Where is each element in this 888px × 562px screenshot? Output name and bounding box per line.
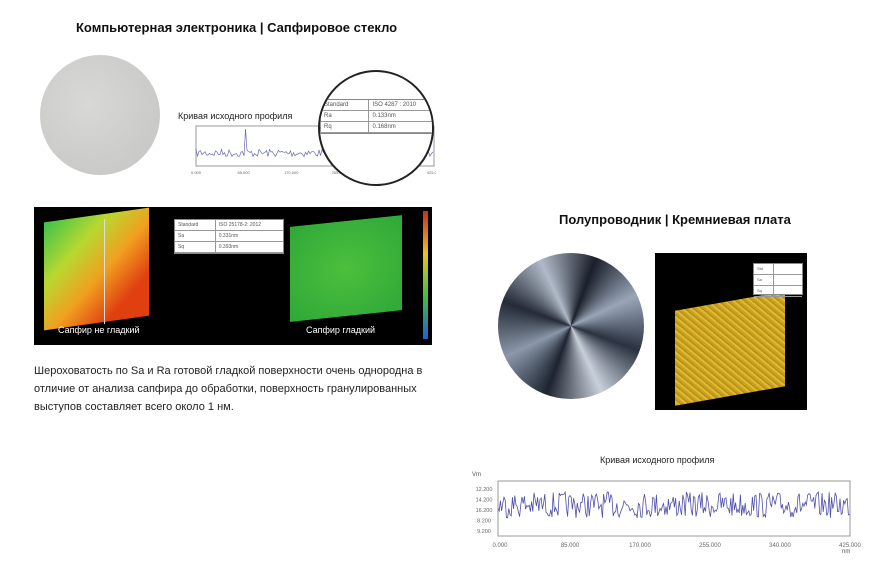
param-value: 0.133nm — [372, 113, 396, 119]
label-not-smooth: Сапфир не гладкий — [58, 325, 140, 335]
color-scale-bar — [423, 211, 428, 339]
scan-standard: ISO 25178-2: 2012 — [218, 222, 262, 228]
x-tick-label: 340.000 — [769, 543, 791, 549]
y-tick-label: 8.200 — [477, 519, 491, 525]
sapphire-wafer-image — [40, 55, 160, 175]
silicon-wafer-image — [498, 253, 644, 399]
x-tick-label: 85.000 — [561, 543, 580, 549]
silicon-profile-caption: Кривая исходного профиля — [600, 455, 715, 465]
param-value: 0.331nm — [218, 233, 239, 239]
magnifier-circle: Standard ISO 4287 : 2010 Ra 0.133nm Rq 0.16… — [318, 70, 434, 186]
description-text: Шероховатость по Sa и Ra готовой гладкой… — [34, 365, 423, 413]
x-tick-label: 0.000 — [492, 543, 508, 549]
label-smooth: Сапфир гладкий — [306, 325, 376, 335]
unpolished-surface-image — [44, 207, 149, 331]
param-value: 0.393nm — [218, 244, 239, 250]
x-tick-label: 425.000 — [427, 170, 436, 175]
magnifier-standard: ISO 4287 : 2010 — [372, 102, 417, 108]
magnifier-standard-label: Standard — [324, 100, 370, 110]
profile-caption: Кривая исходного профиля — [178, 111, 293, 121]
silicon-surface-image — [675, 291, 785, 406]
param-name: Sq — [178, 242, 216, 252]
polished-surface-image — [290, 215, 402, 322]
y-tick-label: 12.200 — [476, 487, 493, 493]
param-value: 0.168nm — [372, 124, 396, 130]
y-unit: Vm — [472, 472, 481, 478]
x-tick-label: 170.000 — [629, 543, 651, 549]
y-tick-label: 14.200 — [476, 498, 493, 504]
x-tick-label: 170.000 — [284, 170, 299, 175]
x-tick-label: 255.000 — [699, 543, 721, 549]
x-tick-label: 0.000 — [191, 170, 202, 175]
x-tick-label: 425.000 — [839, 543, 861, 549]
param-name: Rq — [324, 122, 370, 132]
x-unit: nm — [842, 549, 850, 555]
left-section-title: Компьютерная электроника | Сапфировое ст… — [76, 20, 398, 35]
silicon-profile-chart: Vm 12.200 14.200 16.200 8.200 9.200 0.000 85.… — [472, 472, 862, 555]
sapphire-3d-scan-panel: Standard ISO 25178-2: 2012 Sa 0.331nm Sq 0.… — [34, 207, 432, 345]
param-name: Sa — [178, 231, 216, 241]
x-tick-label: 85.000 — [237, 170, 250, 175]
param-name: Ra — [324, 111, 370, 121]
profile-line — [497, 490, 850, 519]
y-tick-label: 16.200 — [476, 508, 493, 514]
silicon-3d-scan-panel: Std Sa Sq — [655, 253, 807, 410]
right-section-title: Полупроводник | Кремниевая плата — [559, 212, 791, 227]
y-tick-label: 9.200 — [477, 529, 491, 535]
